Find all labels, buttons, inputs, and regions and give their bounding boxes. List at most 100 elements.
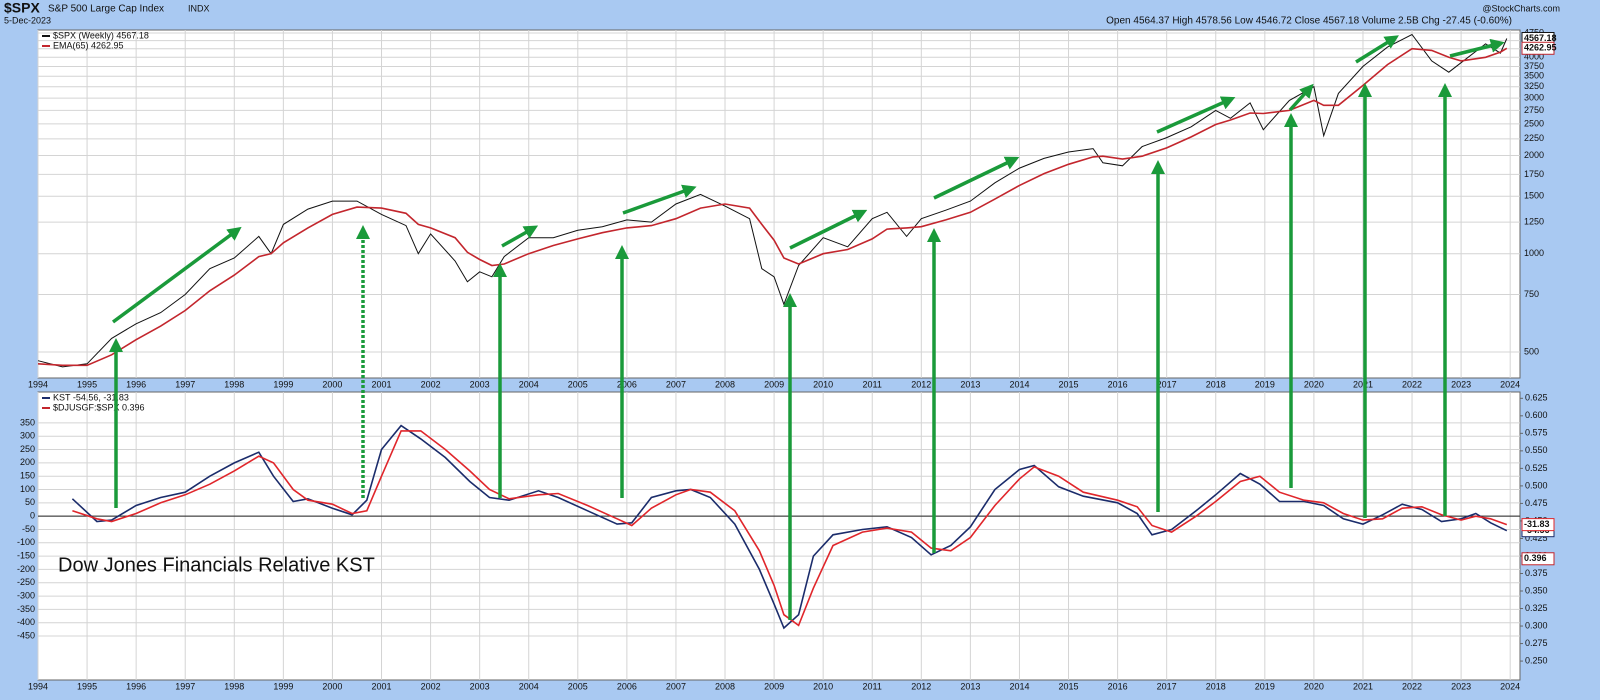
x-tick-label: 2002 — [421, 379, 441, 389]
y-tick-label: 4000 — [1524, 52, 1544, 62]
x-tick-label: 1998 — [224, 379, 244, 389]
y2-tick-label: 0.600 — [1525, 410, 1548, 420]
x-tick-label: 2020 — [1304, 681, 1324, 691]
x-tick-label: 2008 — [715, 681, 735, 691]
y2-tick-label: 0.425 — [1525, 533, 1548, 543]
y-tick-label: -50 — [22, 524, 35, 534]
x-tick-label: 2001 — [371, 681, 391, 691]
arrow — [789, 209, 868, 250]
y-tick-label: 300 — [20, 431, 35, 441]
x-tick-label: 2005 — [568, 681, 588, 691]
arrow — [622, 184, 697, 215]
x-tick-label: 2015 — [1059, 379, 1079, 389]
price-panel — [37, 29, 1521, 379]
x-tick-label: 2012 — [911, 379, 931, 389]
y-tick-label: -350 — [17, 604, 35, 614]
y2-tick-label: 0.300 — [1525, 620, 1548, 630]
x-tick-label: 2016 — [1108, 681, 1128, 691]
x-tick-label: 2021 — [1353, 379, 1373, 389]
y-tick-label: -400 — [17, 617, 35, 627]
x-tick-label: 1994 — [28, 379, 48, 389]
ratio-value-label: 0.396 — [1524, 553, 1547, 563]
y-tick-label: 150 — [20, 471, 35, 481]
x-tick-label: 2023 — [1451, 681, 1471, 691]
exchange: INDX — [188, 3, 210, 13]
y2-tick-label: 0.525 — [1525, 463, 1548, 473]
x-tick-label: 2007 — [666, 681, 686, 691]
y-tick-label: -150 — [17, 550, 35, 560]
x-tick-label: 1997 — [175, 379, 195, 389]
last-value-label: 4262.95 — [1524, 43, 1557, 53]
x-tick-label: 2011 — [863, 681, 882, 691]
x-tick-label: 2017 — [1157, 379, 1177, 389]
quote: Open 4564.37 High 4578.56 Low 4546.72 Cl… — [1106, 16, 1512, 27]
y-tick-label: 200 — [20, 457, 35, 467]
series-line — [71, 424, 1508, 630]
y-tick-label: 2750 — [1524, 105, 1544, 115]
x-tick-label: 2018 — [1206, 681, 1226, 691]
y-tick-label: 1000 — [1524, 248, 1544, 258]
y-tick-label: -250 — [17, 577, 35, 587]
y2-tick-label: 0.625 — [1525, 393, 1548, 403]
x-tick-label: 1995 — [77, 681, 97, 691]
series-line — [37, 47, 1508, 367]
x-tick-label: 2019 — [1255, 379, 1275, 389]
y-tick-label: 2250 — [1524, 133, 1544, 143]
x-tick-label: 2021 — [1353, 681, 1373, 691]
arrow — [501, 225, 539, 248]
x-tick-label: 2024 — [1500, 681, 1520, 691]
watermark: @StockCharts.com — [1482, 3, 1560, 13]
y2-tick-label: 0.350 — [1525, 585, 1548, 595]
x-tick-label: 2011 — [863, 379, 882, 389]
y-tick-label: 0 — [30, 511, 35, 521]
y-tick-label: 1500 — [1524, 191, 1544, 201]
x-tick-label: 2017 — [1157, 681, 1177, 691]
y-tick-label: 3500 — [1524, 71, 1544, 81]
y-tick-label: 350 — [20, 417, 35, 427]
x-tick-label: 2001 — [371, 379, 391, 389]
x-tick-label: 2014 — [1009, 681, 1029, 691]
y-tick-label: 50 — [25, 497, 35, 507]
x-tick-label: 2024 — [1500, 379, 1520, 389]
x-tick-label: 2000 — [322, 681, 342, 691]
x-tick-label: 1994 — [28, 681, 48, 691]
y2-tick-label: 0.475 — [1525, 498, 1548, 508]
series-line — [72, 430, 1508, 627]
y2-tick-label: 0.500 — [1525, 480, 1548, 490]
x-tick-label: 2023 — [1451, 379, 1471, 389]
legend-label: KST -54.56, -31.83 — [53, 392, 129, 402]
x-tick-label: 2016 — [1108, 379, 1128, 389]
y-tick-label: -200 — [17, 564, 35, 574]
x-tick-label: 2015 — [1059, 681, 1079, 691]
y2-tick-label: 0.575 — [1525, 428, 1548, 438]
symbol: $SPX — [4, 0, 40, 16]
x-tick-label: 2019 — [1255, 681, 1275, 691]
legend-label: $SPX (Weekly) 4567.18 — [53, 30, 149, 40]
x-tick-label: 2006 — [617, 379, 637, 389]
y2-tick-label: 0.325 — [1525, 603, 1548, 613]
x-tick-label: 2020 — [1304, 379, 1324, 389]
last-value-label: 4567.18 — [1524, 33, 1557, 43]
x-tick-label: 2013 — [960, 681, 980, 691]
y-tick-label: -300 — [17, 590, 35, 600]
y-tick-label: 100 — [20, 484, 35, 494]
x-tick-label: 2010 — [813, 681, 833, 691]
x-tick-label: 2013 — [960, 379, 980, 389]
x-tick-label: 2012 — [911, 681, 931, 691]
arrow — [111, 226, 242, 324]
date: 5-Dec-2023 — [4, 15, 51, 25]
x-tick-label: 2005 — [568, 379, 588, 389]
y-tick-label: -450 — [17, 630, 35, 640]
x-tick-label: 2004 — [519, 379, 539, 389]
x-tick-label: 2007 — [666, 379, 686, 389]
kst-panel — [37, 391, 1521, 681]
legend-label: $DJUSGF:$SPX 0.396 — [53, 402, 145, 412]
arrow — [933, 156, 1020, 200]
x-tick-label: 2003 — [470, 379, 490, 389]
y-tick-label: 1750 — [1524, 169, 1544, 179]
y2-tick-label: 0.250 — [1525, 655, 1548, 665]
x-tick-label: 2010 — [813, 379, 833, 389]
x-tick-label: 2006 — [617, 681, 637, 691]
y-tick-label: 500 — [1524, 346, 1539, 356]
